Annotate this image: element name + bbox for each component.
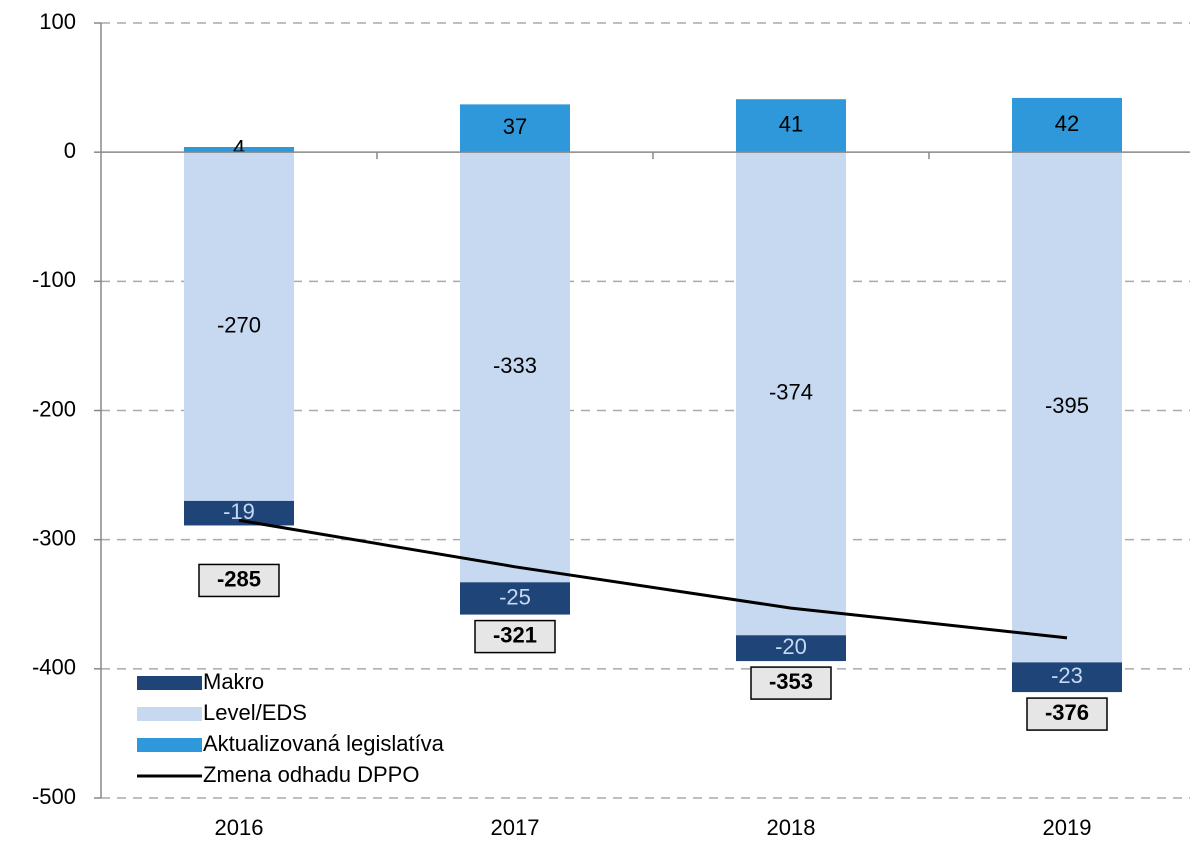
y-tick-label: 100: [39, 9, 76, 34]
legend-label: Level/EDS: [203, 700, 307, 725]
bar-segment: [184, 147, 294, 153]
bar-segment: [1012, 662, 1122, 693]
y-tick-label: -100: [32, 267, 76, 292]
line-label: -353: [769, 669, 813, 694]
bar-segment: [1012, 97, 1122, 153]
legend-swatch: [137, 707, 202, 721]
bar-segment: [736, 635, 846, 662]
line-label: -321: [493, 622, 537, 647]
data-label: -19: [223, 499, 255, 524]
legend-label: Zmena odhadu DPPO: [203, 762, 419, 787]
label-box: [198, 563, 280, 598]
bar-segment: [736, 99, 846, 153]
label-box: [750, 666, 832, 700]
x-tick-label: 2019: [1043, 815, 1092, 840]
y-tick-label: -400: [32, 655, 76, 680]
bar-segment: [1012, 152, 1122, 663]
data-label: -25: [499, 584, 531, 609]
legend-swatch: [137, 738, 202, 752]
data-label: -333: [493, 353, 537, 378]
line-label: -285: [217, 566, 261, 591]
y-tick-label: -300: [32, 525, 76, 550]
x-tick-label: 2017: [491, 815, 540, 840]
data-label: -23: [1051, 663, 1083, 688]
bar-segment: [460, 582, 570, 615]
bar-segment: [184, 152, 294, 501]
data-label: 37: [503, 114, 527, 139]
label-box: [1026, 697, 1108, 731]
label-box: [474, 619, 556, 654]
y-tick-label: -500: [32, 784, 76, 809]
bar-segment: [460, 152, 570, 583]
data-label: -395: [1045, 393, 1089, 418]
line-label: -376: [1045, 700, 1089, 725]
x-tick-label: 2016: [215, 815, 264, 840]
x-tick-label: 2018: [767, 815, 816, 840]
legend-swatch: [137, 676, 202, 690]
legend-label: Aktualizovaná legislatíva: [203, 731, 445, 756]
y-tick-label: -200: [32, 396, 76, 421]
data-label: -374: [769, 380, 813, 405]
data-label: -20: [775, 634, 807, 659]
bar-segment: [460, 104, 570, 153]
line: [238, 518, 1068, 640]
bar-segment: [736, 152, 846, 636]
data-label: 41: [779, 112, 803, 137]
data-label: 42: [1055, 111, 1079, 136]
data-label: -270: [217, 312, 261, 337]
y-tick-label: 0: [64, 138, 76, 163]
legend-label: Makro: [203, 669, 264, 694]
